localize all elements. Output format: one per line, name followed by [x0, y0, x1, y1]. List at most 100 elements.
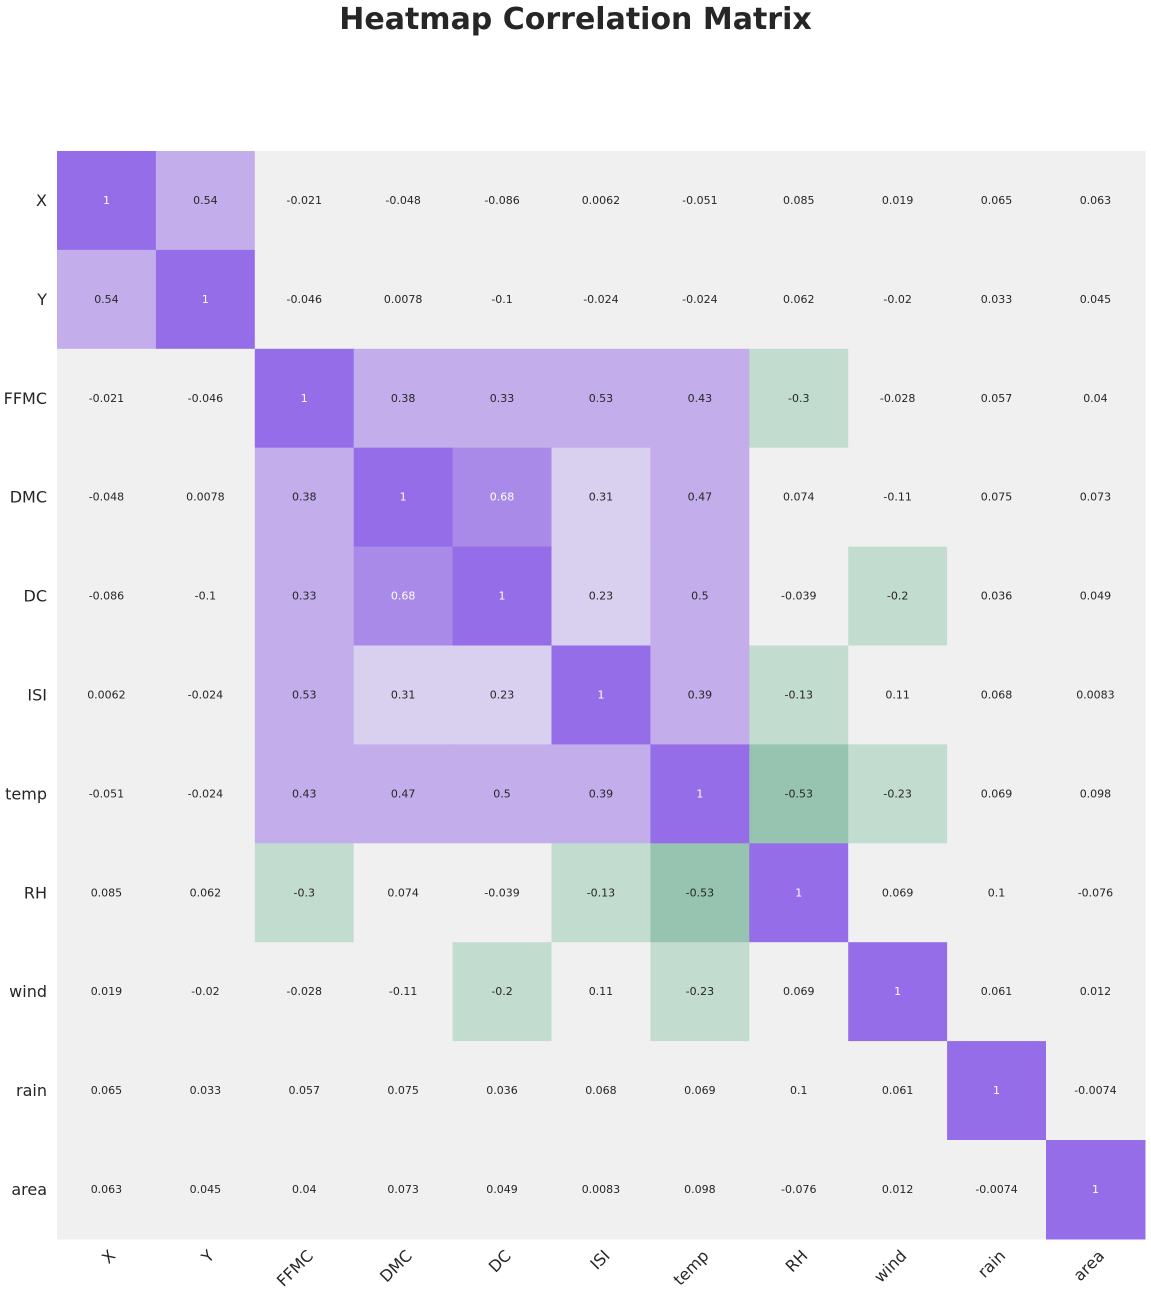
- heatmap-cell-x-wind: [848, 151, 948, 251]
- heatmap-cell-rh-wind: [848, 843, 948, 943]
- heatmap-cell-temp-dc: [452, 744, 553, 844]
- heatmap-cell-label: 0.38: [391, 392, 416, 405]
- heatmap-cell-isi-x: [57, 645, 157, 745]
- heatmap-cell-area-ffmc: [254, 1140, 355, 1240]
- heatmap-cell-label: 0.061: [882, 1084, 914, 1097]
- x-tick-label-dc: DC: [485, 1246, 515, 1276]
- x-tick-label-x: X: [98, 1246, 119, 1267]
- heatmap-cell-temp-rh: [749, 744, 849, 844]
- heatmap-cell-wind-rh: [749, 942, 849, 1042]
- heatmap-cell-label: -0.02: [883, 293, 911, 306]
- heatmap-cell-label: 0.062: [190, 886, 222, 899]
- heatmap-cell-label: -0.028: [287, 985, 322, 998]
- heatmap-cell-label: 1: [103, 194, 110, 207]
- heatmap-cell-wind-isi: [551, 942, 651, 1042]
- heatmap-cell-y-isi: [551, 249, 651, 350]
- heatmap-cell-temp-isi: [551, 744, 651, 844]
- heatmap-cell-ffmc-rh: [749, 348, 849, 449]
- heatmap-cell-label: 0.057: [289, 1084, 321, 1097]
- heatmap-cell-rain-dmc: [353, 1041, 454, 1141]
- heatmap-cell-isi-area: [1046, 645, 1146, 745]
- heatmap-cell-dc-rain: [947, 546, 1047, 647]
- heatmap-cell-label: 0.012: [882, 1183, 914, 1196]
- heatmap-cell-ffmc-dmc: [353, 348, 454, 449]
- heatmap-cell-label: 0.47: [688, 491, 713, 504]
- heatmap-cell-dc-dmc: [353, 546, 454, 647]
- heatmap-cell-label: -0.2: [491, 985, 512, 998]
- heatmap-cell-area-y: [155, 1140, 256, 1240]
- heatmap-cell-rain-y: [155, 1041, 256, 1141]
- heatmap-cell-dmc-rain: [947, 447, 1047, 548]
- heatmap-cell-x-area: [1046, 151, 1146, 251]
- heatmap-cell-label: 0.075: [387, 1084, 419, 1097]
- heatmap-cell-label: -0.024: [188, 787, 223, 800]
- x-axis-tick-labels: X Y FFMC DMC DC ISI temp RH wind rain area: [98, 1246, 1108, 1290]
- heatmap-cell-isi-dc: [452, 645, 553, 745]
- heatmap-cell-rain-rh: [749, 1041, 849, 1141]
- heatmap-cell-label: -0.3: [788, 392, 809, 405]
- heatmap-cell-label: 0.085: [783, 194, 815, 207]
- heatmap-cell-label: 0.074: [783, 491, 815, 504]
- heatmap-cell-label: 0.53: [589, 392, 614, 405]
- heatmap-cell-area-x: [57, 1140, 157, 1240]
- heatmap-cell-label: -0.13: [587, 886, 615, 899]
- x-tick-label-ffmc: FFMC: [273, 1246, 317, 1290]
- heatmap-cell-label: -0.2: [887, 590, 908, 603]
- heatmap-cell-label: 0.049: [1080, 590, 1112, 603]
- heatmap-cell-wind-rain: [947, 942, 1047, 1042]
- heatmap-cell-label: 0.019: [91, 985, 123, 998]
- heatmap-cell-label: -0.024: [188, 688, 223, 701]
- heatmap-cell-temp-ffmc: [254, 744, 355, 844]
- heatmap-cell-isi-ffmc: [254, 645, 355, 745]
- heatmap-cell-label: -0.3: [294, 886, 315, 899]
- heatmap-cell-label: -0.021: [89, 392, 124, 405]
- heatmap-cell-label: 1: [597, 688, 604, 701]
- heatmap-cell-x-dmc: [353, 151, 454, 251]
- heatmap-cell-label: -0.024: [682, 293, 717, 306]
- heatmap-cell-wind-y: [155, 942, 256, 1042]
- y-tick-label-wind: wind: [9, 982, 47, 1001]
- heatmap-cell-dc-dc: [452, 546, 553, 647]
- heatmap-cell-label: 1: [696, 787, 703, 800]
- heatmap-cell-area-wind: [848, 1140, 948, 1240]
- heatmap-cell-label: 1: [1092, 1183, 1099, 1196]
- heatmap-cell-rain-rain: [947, 1041, 1047, 1141]
- heatmap-cell-label: 0.31: [391, 688, 416, 701]
- heatmap-cell-label: 1: [993, 1084, 1000, 1097]
- heatmap-cell-wind-dc: [452, 942, 553, 1042]
- heatmap-cell-isi-rh: [749, 645, 849, 745]
- heatmap-cell-label: 0.049: [486, 1183, 518, 1196]
- heatmap-cell-label: -0.024: [583, 293, 618, 306]
- heatmap-cell-label: 0.33: [292, 590, 317, 603]
- heatmap-cell-area-rh: [749, 1140, 849, 1240]
- heatmap-cell-label: -0.039: [781, 590, 816, 603]
- heatmap-cell-label: 0.073: [1080, 491, 1112, 504]
- heatmap-cell-dc-rh: [749, 546, 849, 647]
- heatmap-cell-label: 0.068: [981, 688, 1013, 701]
- heatmap-cell-y-dmc: [353, 249, 454, 350]
- heatmap-cell-isi-wind: [848, 645, 948, 745]
- heatmap-cell-y-area: [1046, 249, 1146, 350]
- heatmap-cell-dc-wind: [848, 546, 948, 647]
- heatmap-cell-wind-wind: [848, 942, 948, 1042]
- heatmap-cell-rh-dmc: [353, 843, 454, 943]
- heatmap-cell-x-dc: [452, 151, 553, 251]
- heatmap-cell-ffmc-rain: [947, 348, 1047, 449]
- heatmap-cell-label: 0.0062: [582, 194, 621, 207]
- y-tick-label-x: X: [36, 191, 47, 210]
- heatmap-cell-label: 0.068: [585, 1084, 617, 1097]
- heatmap-cell-label: 1: [400, 491, 407, 504]
- heatmap-cell-area-isi: [551, 1140, 651, 1240]
- heatmap-cell-label: 0.53: [292, 688, 317, 701]
- heatmap-cell-rain-temp: [650, 1041, 750, 1141]
- heatmap-cell-x-x: [57, 151, 157, 251]
- heatmap-cell-ffmc-dc: [452, 348, 553, 449]
- heatmap-cell-rain-x: [57, 1041, 157, 1141]
- heatmap-cell-label: 0.5: [493, 787, 511, 800]
- heatmap-cell-dmc-wind: [848, 447, 948, 548]
- heatmap-cell-dmc-dc: [452, 447, 553, 548]
- heatmap-cell-label: 0.069: [684, 1084, 716, 1097]
- heatmap-cell-label: 0.54: [193, 194, 218, 207]
- heatmap-cell-label: 0.057: [981, 392, 1013, 405]
- heatmap-cell-rh-x: [57, 843, 157, 943]
